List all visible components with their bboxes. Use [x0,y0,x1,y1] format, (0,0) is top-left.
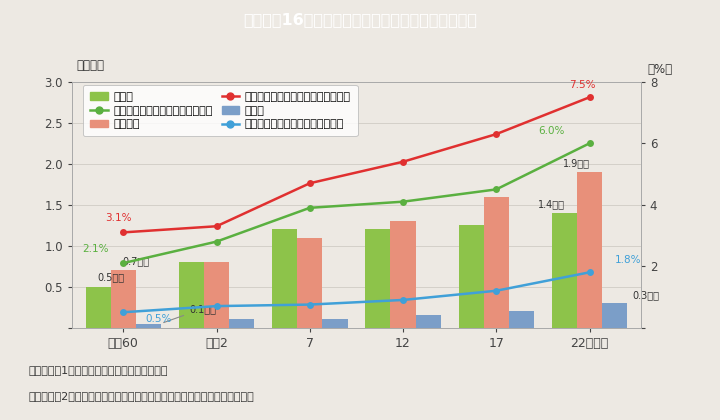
Text: （万人）: （万人） [76,59,104,72]
Text: （%）: （%） [647,63,672,76]
Text: （備考）　1．総務省「国勢調査」より作成。: （備考） 1．総務省「国勢調査」より作成。 [29,365,168,375]
Bar [390,221,415,328]
Text: 1.4万人: 1.4万人 [539,199,565,209]
Text: 7.5%: 7.5% [569,79,595,89]
Bar [111,270,136,328]
Bar [204,262,229,328]
Text: 1.8%: 1.8% [615,255,642,265]
Bar [415,315,441,328]
Text: 0.5%: 0.5% [145,314,171,324]
Text: Ｉ－特－16図　女性の保安職の人数及び割合の推移: Ｉ－特－16図 女性の保安職の人数及び割合の推移 [243,13,477,27]
Bar [272,229,297,328]
Bar [323,319,348,328]
Bar [602,303,627,328]
Text: 0.7万人: 0.7万人 [122,256,150,266]
Bar [86,286,111,328]
Bar [552,213,577,328]
Bar [136,323,161,328]
Text: 3.1%: 3.1% [105,213,132,223]
Bar [179,262,204,328]
Bar [577,172,602,328]
Bar [459,225,484,328]
Text: 0.5万人: 0.5万人 [97,273,125,283]
Text: 1.9万人: 1.9万人 [564,158,590,168]
Bar [297,237,323,328]
Bar [509,311,534,328]
Text: 2.1%: 2.1% [82,244,109,254]
Text: 2．「警察官等」は，警察官，海上保安官，鉄道公安員の合計。: 2．「警察官等」は，警察官，海上保安官，鉄道公安員の合計。 [29,391,255,401]
Bar [365,229,390,328]
Bar [484,197,509,328]
Text: 0.1万人: 0.1万人 [163,304,216,323]
Text: 6.0%: 6.0% [539,126,565,136]
Bar [229,319,254,328]
Legend: 自衛官, 自衛官に占める女性割合（右軸）, 警察官等, 警察官等に占める女性割合（右軸）, 消防員, 消防員に占める女性割合（右軸）: 自衛官, 自衛官に占める女性割合（右軸）, 警察官等, 警察官等に占める女性割合… [84,85,358,136]
Text: 0.3万人: 0.3万人 [632,290,659,300]
